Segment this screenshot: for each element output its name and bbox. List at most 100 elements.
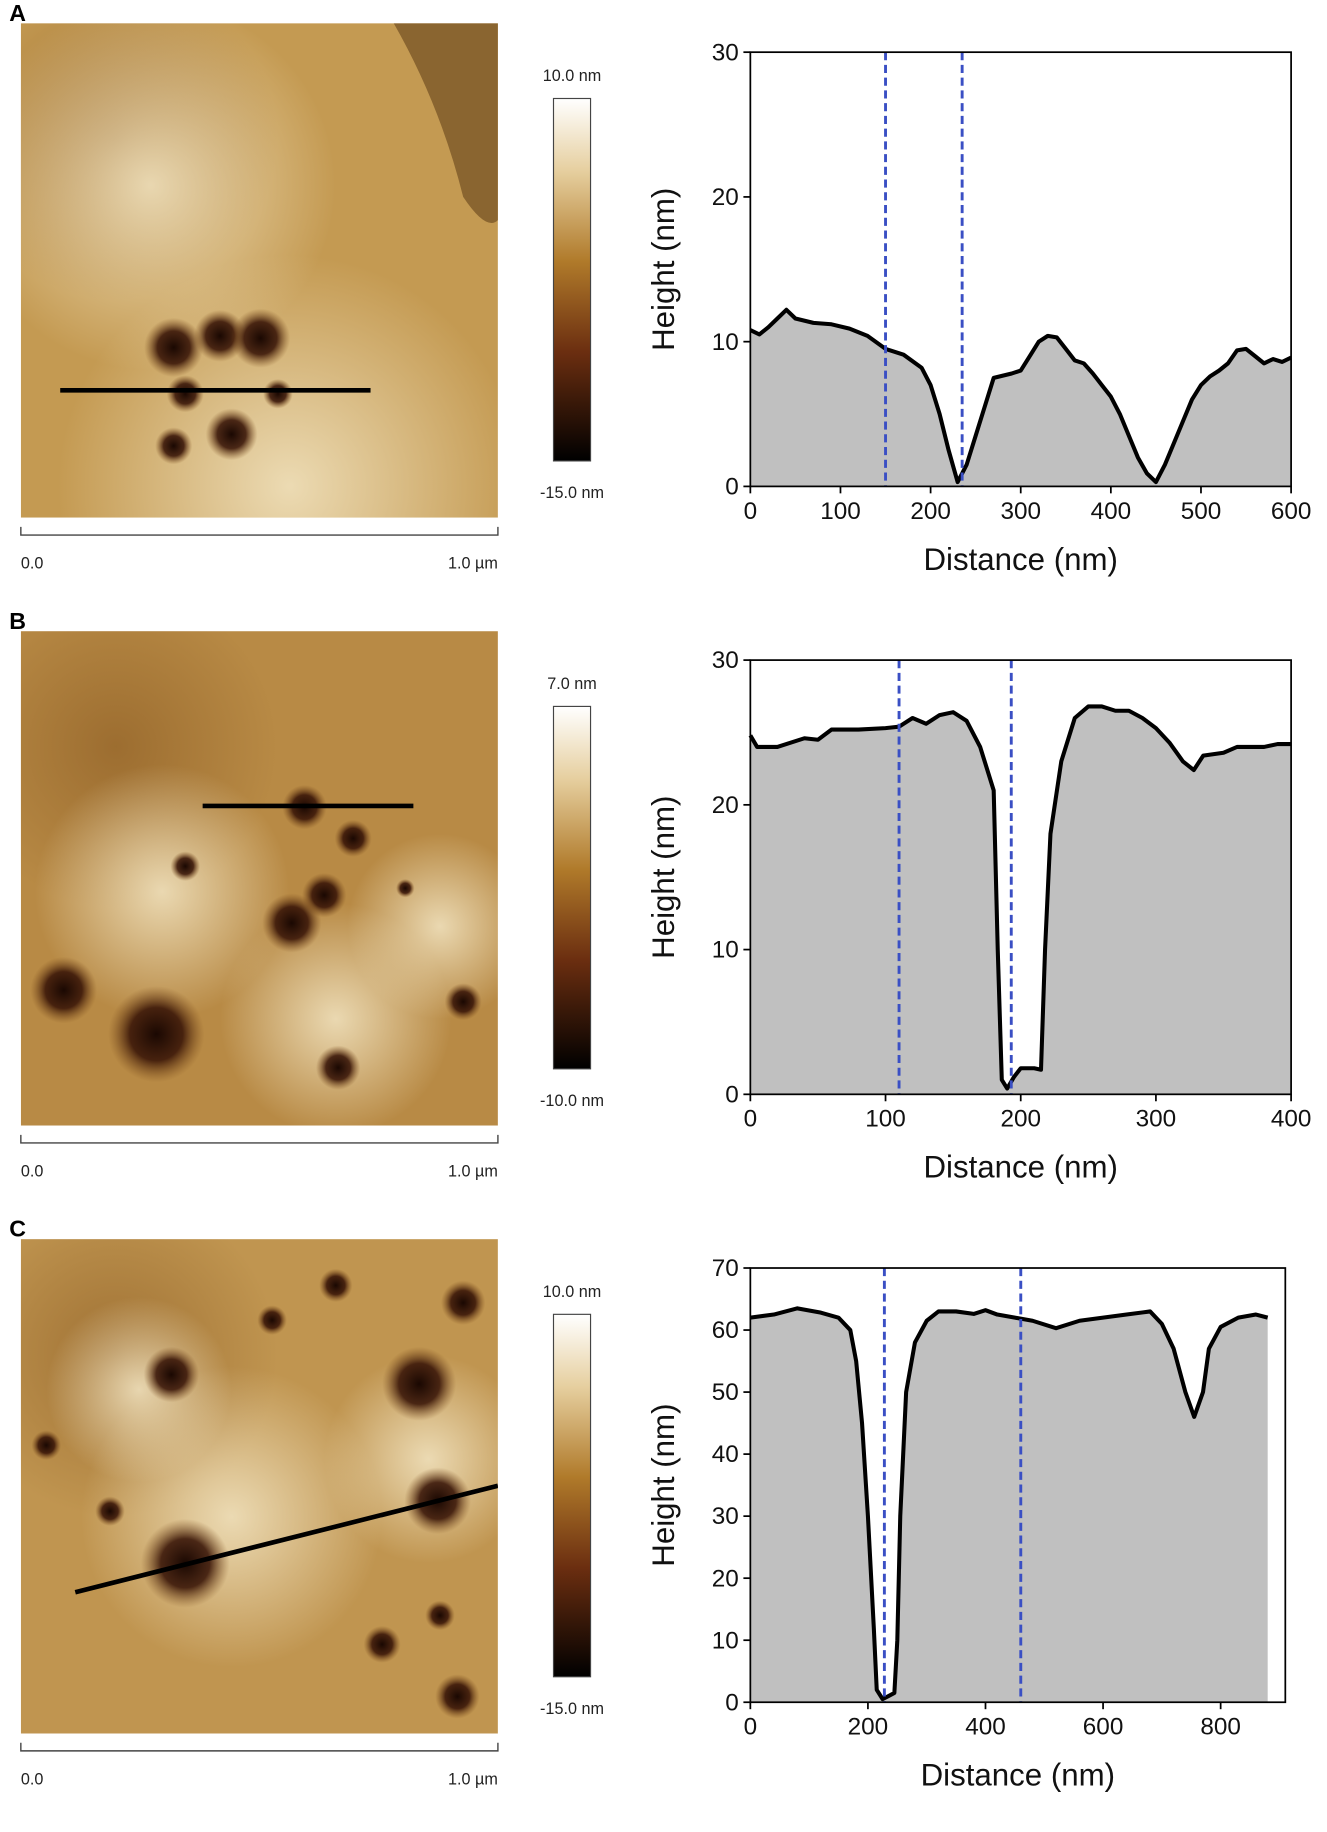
y-tick-label: 20	[712, 184, 739, 211]
profile-line	[749, 307, 1292, 485]
x-tick-label: 100	[865, 1106, 906, 1133]
scale-end: 1.0 µm	[448, 1163, 498, 1181]
y-tick-label: 0	[725, 474, 739, 501]
y-tick-label: 30	[712, 39, 739, 66]
y-tick-label: 20	[712, 792, 739, 819]
y-tick-label: 0	[725, 1081, 739, 1108]
y-tick-label: 30	[712, 647, 739, 674]
pit	[435, 1674, 480, 1719]
afm-panel: C 10.0 nm -15.0 nm 0.0 1.0 µm	[9, 1216, 604, 1789]
profile-chart: 0 200 400 600 800 0 10 20 30 40 50 60 70 Distance (nm…	[646, 1255, 1287, 1793]
colorbar-min: -15.0 nm	[540, 1700, 604, 1718]
scale-end: 1.0 µm	[448, 555, 498, 573]
area-fill	[750, 1308, 1268, 1703]
colorbar-max: 7.0 nm	[547, 675, 597, 693]
y-axis-title: Height (nm)	[646, 1404, 681, 1567]
pit	[155, 427, 193, 465]
x-tick-label: 0	[744, 1714, 758, 1741]
colorbar	[552, 97, 592, 462]
pit	[262, 893, 322, 953]
pit	[108, 985, 205, 1083]
y-axis-title: Height (nm)	[646, 796, 681, 959]
pit	[144, 317, 204, 378]
x-tick-label: 600	[1083, 1714, 1124, 1741]
x-tick-label: 400	[965, 1714, 1006, 1741]
bright-area	[20, 23, 336, 371]
bright-area	[347, 833, 498, 1020]
afm-panel: A 10.0 nm -15.0 nm 0.0 1.0 µm	[9, 0, 604, 573]
scale-start: 0.0	[21, 555, 44, 573]
pit	[170, 851, 201, 882]
pit	[315, 1045, 361, 1090]
colorbar	[552, 1313, 592, 1678]
pit	[30, 956, 98, 1024]
x-tick-label: 0	[744, 498, 758, 525]
y-tick-label: 60	[712, 1317, 739, 1344]
bright-area	[46, 1296, 232, 1483]
x-tick-label: 300	[1136, 1106, 1177, 1133]
profile-line	[750, 1306, 1269, 1702]
afm-image	[20, 1239, 498, 1734]
pit	[382, 1346, 457, 1421]
y-tick-label: 30	[712, 1503, 739, 1530]
colorbar-min: -10.0 nm	[540, 1092, 604, 1110]
terrace	[393, 23, 498, 223]
pit	[95, 1496, 125, 1527]
profile-chart: 0 100 200 300 400 0 10 20 30 Distance (nm) Height …	[646, 647, 1311, 1184]
pit	[425, 1600, 455, 1631]
panel-label: C	[9, 1216, 26, 1242]
pit	[319, 1268, 353, 1303]
y-tick-label: 0	[725, 1689, 739, 1716]
x-tick-label: 200	[1000, 1106, 1041, 1133]
profile-line	[74, 1483, 498, 1595]
pit	[334, 819, 372, 857]
colorbar-max: 10.0 nm	[543, 1283, 602, 1301]
x-tick-label: 200	[910, 498, 951, 525]
y-tick-label: 10	[712, 937, 739, 964]
y-tick-label: 50	[712, 1379, 739, 1406]
scale-bar	[20, 1134, 499, 1144]
profile-chart: 0 100 200 300 400 500 600 0 10 20 30 Distance (nm) H…	[646, 39, 1311, 576]
scale-end: 1.0 µm	[448, 1770, 498, 1788]
pit	[205, 408, 258, 461]
pit	[230, 308, 291, 368]
area-fill	[750, 706, 1292, 1095]
x-axis-title: Distance (nm)	[923, 542, 1118, 577]
x-tick-label: 400	[1271, 1106, 1312, 1133]
pit	[166, 375, 204, 413]
afm-image	[20, 23, 498, 518]
x-axis-title: Distance (nm)	[921, 1758, 1116, 1793]
pit	[257, 1305, 287, 1335]
x-tick-label: 400	[1091, 498, 1132, 525]
y-tick-label: 10	[712, 329, 739, 356]
pit	[143, 1346, 200, 1403]
x-tick-label: 300	[1000, 498, 1041, 525]
panel-label: A	[9, 0, 26, 26]
area-fill	[750, 309, 1292, 487]
colorbar	[552, 705, 592, 1070]
y-tick-label: 40	[712, 1441, 739, 1468]
panel-label: B	[9, 608, 26, 634]
x-tick-label: 200	[848, 1714, 889, 1741]
x-tick-label: 100	[820, 498, 861, 525]
afm-image	[20, 631, 498, 1126]
pit	[440, 1280, 486, 1325]
x-tick-label: 500	[1181, 498, 1222, 525]
y-tick-label: 70	[712, 1255, 739, 1282]
y-tick-label: 10	[712, 1627, 739, 1654]
profile-line	[748, 704, 1292, 1091]
x-axis-title: Distance (nm)	[923, 1150, 1118, 1185]
x-tick-label: 0	[744, 1106, 758, 1133]
scale-start: 0.0	[21, 1163, 44, 1181]
pit	[396, 878, 415, 898]
plot-frame	[749, 1267, 1287, 1704]
y-tick-label: 20	[712, 1565, 739, 1592]
scale-bar	[20, 1742, 499, 1752]
y-axis-title: Height (nm)	[646, 188, 681, 351]
pit	[263, 378, 293, 409]
pit	[31, 1430, 62, 1461]
x-tick-label: 800	[1200, 1714, 1241, 1741]
pit	[363, 1625, 401, 1663]
